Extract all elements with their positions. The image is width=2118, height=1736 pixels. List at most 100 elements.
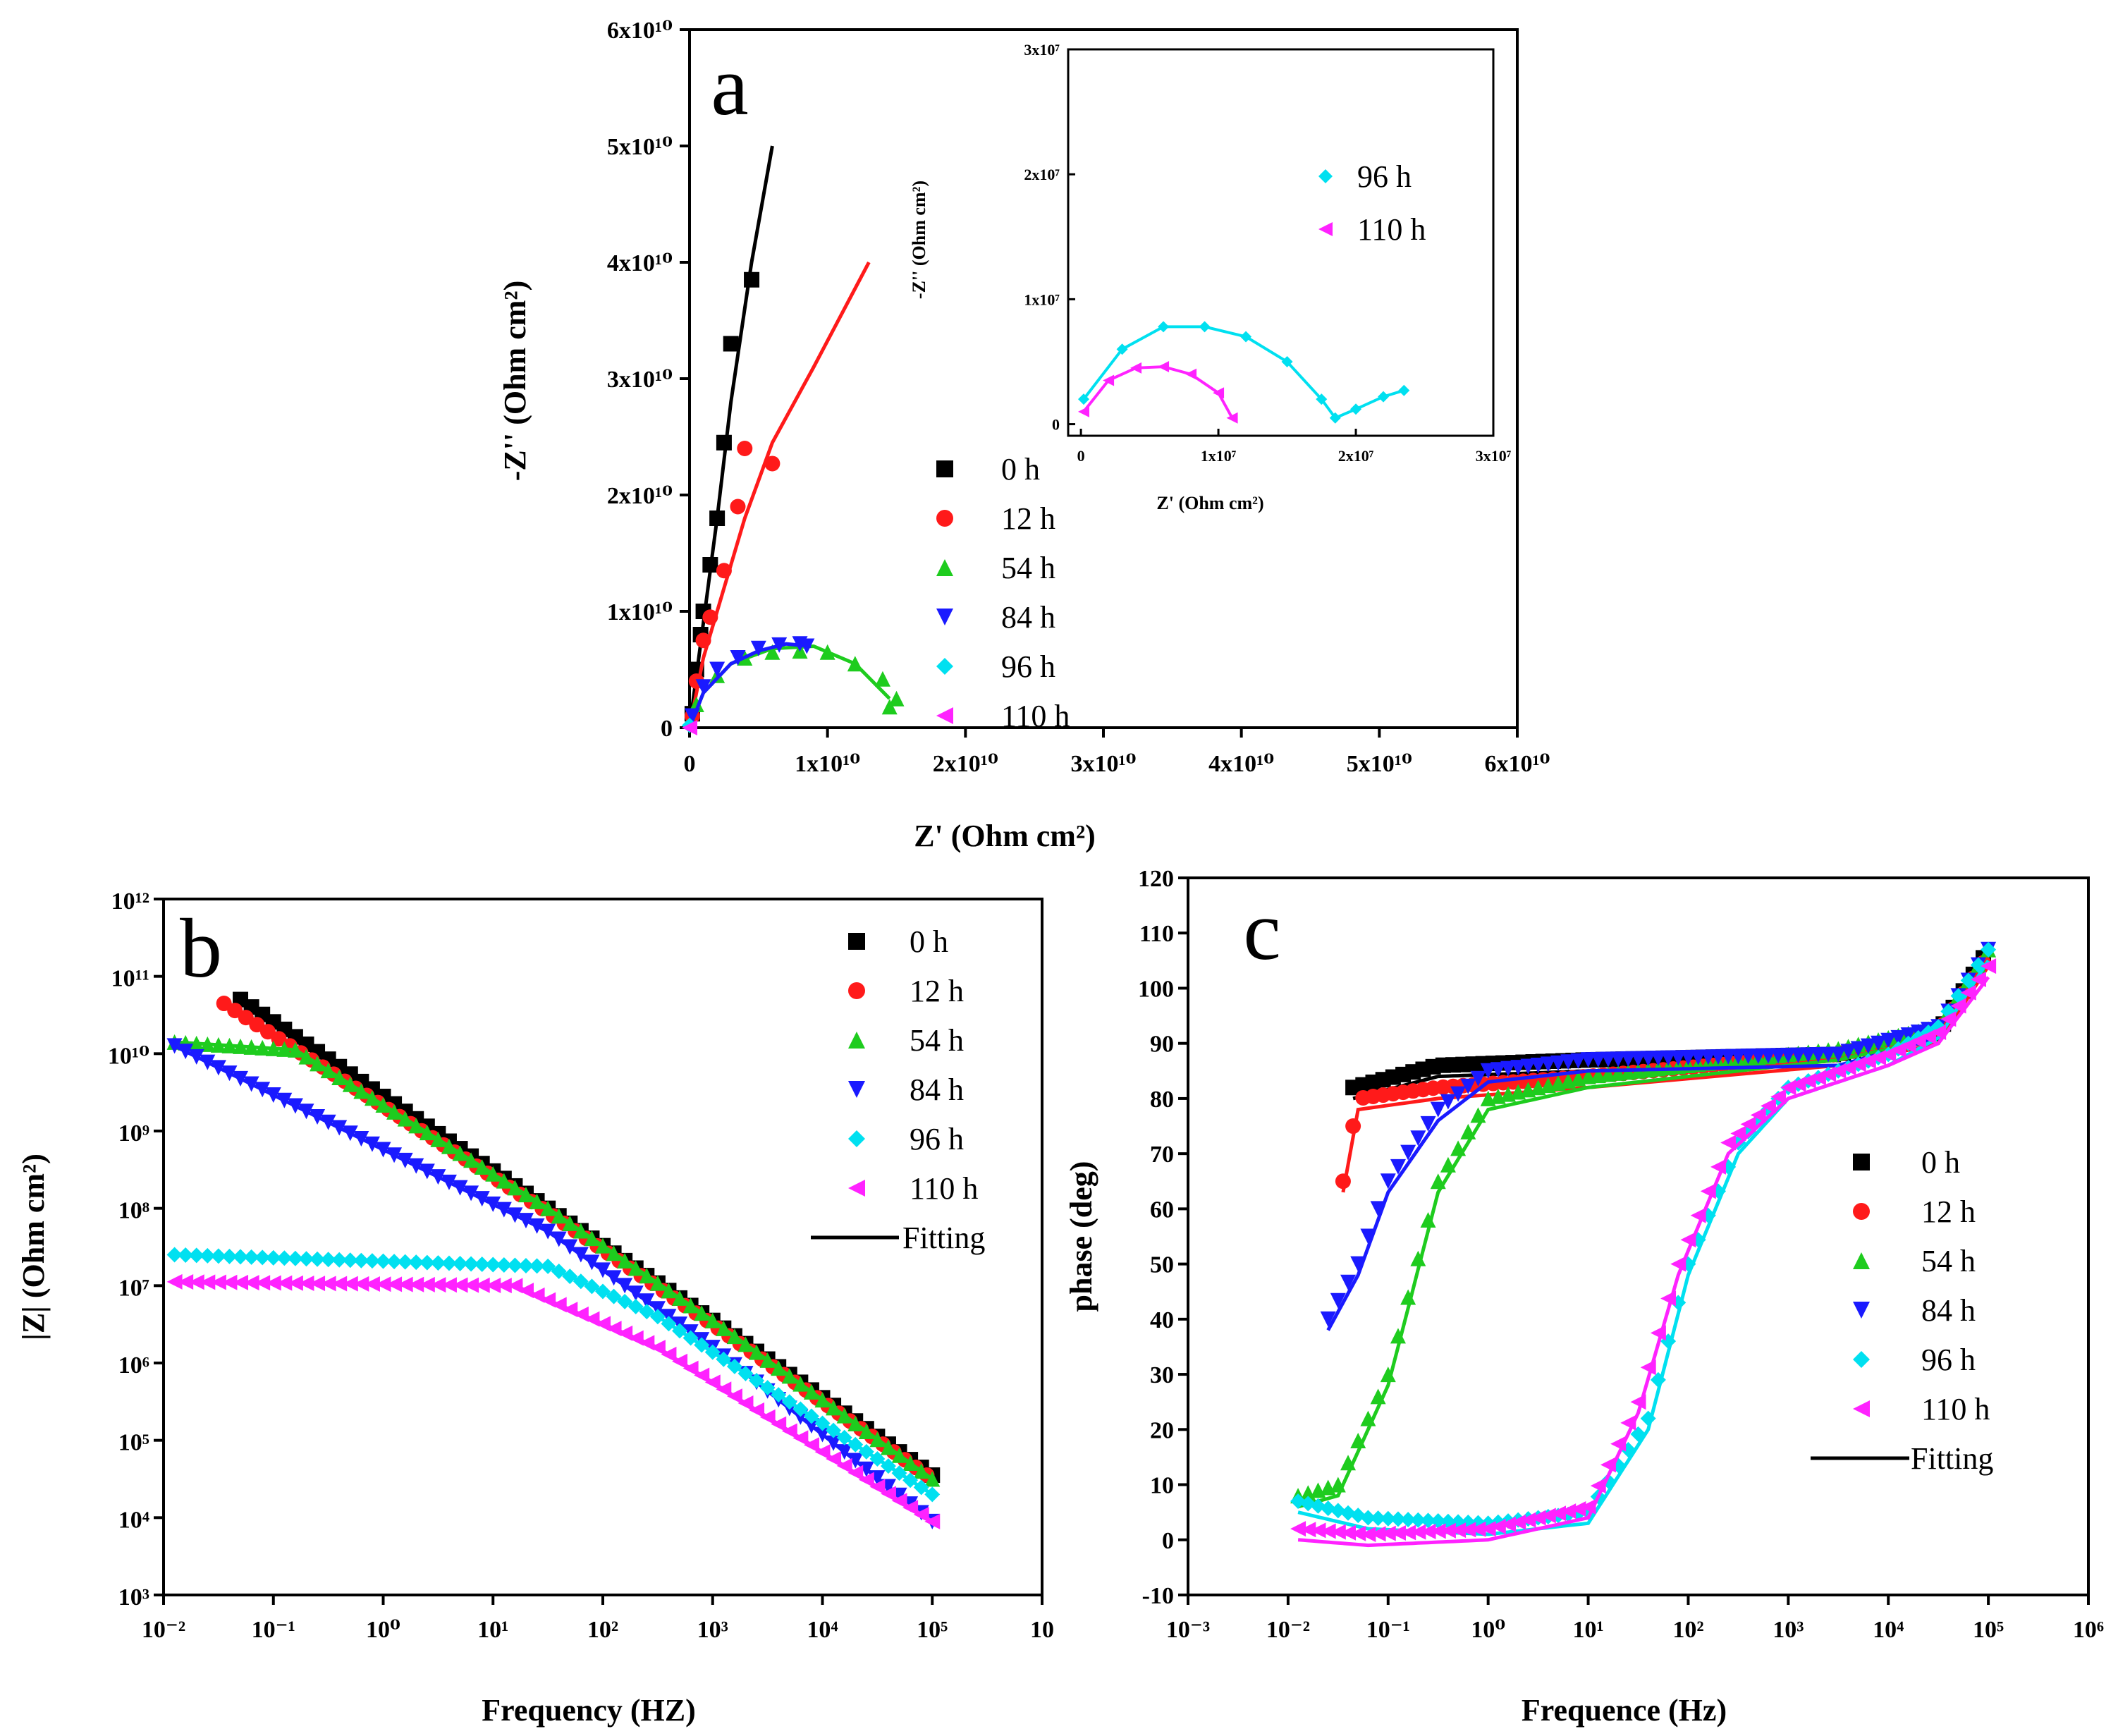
panel-a-legend-marker (936, 559, 953, 576)
panel-c-xtick-label: 10⁰ (1471, 1617, 1505, 1643)
panel-a-point-12h (764, 456, 781, 472)
panel-b-point-54h (342, 1076, 358, 1092)
panel-b-point-54h (331, 1069, 348, 1085)
panel-b-point-96h (737, 1365, 754, 1381)
panel-b-point-110h (441, 1277, 457, 1293)
panel-b-point-12h (249, 1017, 265, 1033)
panel-c-point-110h (1500, 1516, 1517, 1532)
panel-b-point-96h (342, 1252, 358, 1269)
panel-c-point-110h (1420, 1524, 1436, 1540)
panel-b-point-110h (430, 1277, 446, 1293)
panel-b-point-96h (562, 1269, 578, 1285)
panel-a-fit-54h (687, 644, 891, 728)
panel-b-point-96h (595, 1283, 611, 1300)
panel-b-legend-label: 12 h (910, 974, 964, 1008)
panel-b-point-84h (562, 1239, 578, 1255)
panel-b-point-84h (573, 1247, 589, 1263)
panel-b-point-110h (573, 1306, 589, 1322)
panel-b-point-54h (749, 1344, 765, 1360)
panel-c-point-110h (1770, 1089, 1787, 1105)
panel-c-point-96h (1390, 1511, 1406, 1527)
panel-c-point-84h (1780, 1047, 1796, 1063)
panel-b-point-110h (672, 1353, 688, 1369)
panel-b-point-96h (606, 1288, 622, 1304)
panel-b-point-96h (298, 1251, 314, 1267)
panel-b-point-96h (276, 1250, 293, 1266)
panel-b-point-110h (880, 1486, 896, 1502)
panel-b-point-84h (178, 1044, 194, 1060)
panel-b-point-96h (781, 1394, 797, 1410)
panel-b-point-96h (726, 1358, 742, 1374)
panel-b-point-84h (265, 1087, 281, 1104)
panel-b-point-54h (474, 1159, 490, 1175)
panel-b-point-54h (847, 1415, 864, 1431)
panel-a-legend-marker (936, 707, 953, 724)
panel-b-point-110h (704, 1374, 721, 1390)
panel-b-point-96h (397, 1254, 413, 1270)
panel-b-point-84h (847, 1453, 864, 1469)
panel-b-xtick-label: 10 (1030, 1617, 1054, 1643)
panel-b-xtick-label: 10⁻² (142, 1617, 185, 1643)
panel-b-point-110h (320, 1276, 336, 1292)
panel-c-point-110h (1710, 1159, 1727, 1175)
panel-b-point-84h (452, 1180, 468, 1196)
panel-b-ytick-label: 10³ (118, 1584, 149, 1610)
panel-b-point-12h (238, 1010, 254, 1026)
panel-c-point-84h (1840, 1044, 1856, 1060)
panel-b-legend-marker (848, 1032, 865, 1049)
panel-c-point-54h (1330, 1477, 1346, 1493)
panel-b-point-110h (265, 1275, 281, 1291)
panel-c-point-110h (1550, 1505, 1566, 1522)
panel-a-xtick-label: 0 (684, 751, 696, 777)
panel-c-point-84h (1440, 1094, 1456, 1110)
panel-b-ytick-label: 10⁵ (118, 1430, 149, 1456)
panel-c-point-84h (1900, 1027, 1916, 1043)
panel-c-point-110h (1730, 1125, 1746, 1142)
panel-c-point-110h (1410, 1524, 1426, 1540)
panel-b-point-84h (255, 1082, 271, 1098)
panel-b-point-84h (606, 1270, 622, 1286)
panel-c-ytick-label: 30 (1150, 1362, 1174, 1388)
panel-a-xtick-label: 6x10¹⁰ (1484, 751, 1550, 777)
panel-b-point-110h (243, 1275, 259, 1291)
panel-c-point-110h (1540, 1508, 1556, 1524)
panel-b-point-96h (694, 1337, 710, 1353)
panel-b-point-84h (287, 1098, 303, 1114)
panel-b-point-84h (243, 1076, 259, 1092)
panel-b-point-84h (353, 1130, 369, 1147)
panel-c-point-84h (1510, 1060, 1526, 1076)
panel-b-point-96h (836, 1429, 852, 1445)
panel-b-ytick-label: 10⁴ (118, 1507, 149, 1533)
panel-b-point-84h (628, 1285, 644, 1302)
panel-b-point-84h (540, 1223, 556, 1240)
panel-b-point-84h (166, 1038, 183, 1054)
panel-b-point-96h (386, 1254, 403, 1270)
panel-b-point-84h (397, 1152, 413, 1168)
panel-b-point-110h (221, 1274, 238, 1290)
panel-b-point-96h (430, 1255, 446, 1271)
panel-b-point-96h (913, 1479, 929, 1496)
panel-c-point-96h (1420, 1512, 1436, 1529)
inset-legend-marker (1318, 222, 1333, 236)
panel-c-x-axis-title: Frequence (Hz) (1522, 1693, 1727, 1728)
panel-b-point-54h (375, 1097, 391, 1113)
panel-b-point-54h (419, 1125, 435, 1141)
panel-b-point-110h (649, 1340, 666, 1356)
panel-c-point-84h (1460, 1078, 1476, 1094)
panel-b-point-84h (331, 1120, 348, 1136)
panel-c-point-110h (1340, 1524, 1357, 1541)
inset-xtick-label: 1x10⁷ (1201, 447, 1237, 465)
panel-c-point-54h (1470, 1107, 1486, 1123)
panel-b-point-96h (529, 1258, 545, 1274)
panel-b-point-54h (913, 1463, 929, 1479)
panel-b-legend-label: Fitting (902, 1221, 985, 1255)
panel-b-point-54h (869, 1431, 886, 1448)
panel-b-point-84h (639, 1293, 655, 1309)
inset-ytick-label: 3x10⁷ (1024, 41, 1060, 59)
panel-c-point-84h (1790, 1047, 1806, 1063)
panel-c-legend-marker (1853, 1154, 1870, 1170)
panel-b-point-54h (759, 1352, 776, 1368)
panel-c-point-84h (1640, 1051, 1656, 1067)
panel-b-point-96h (518, 1257, 534, 1273)
panel-c-point-84h (1400, 1144, 1416, 1161)
